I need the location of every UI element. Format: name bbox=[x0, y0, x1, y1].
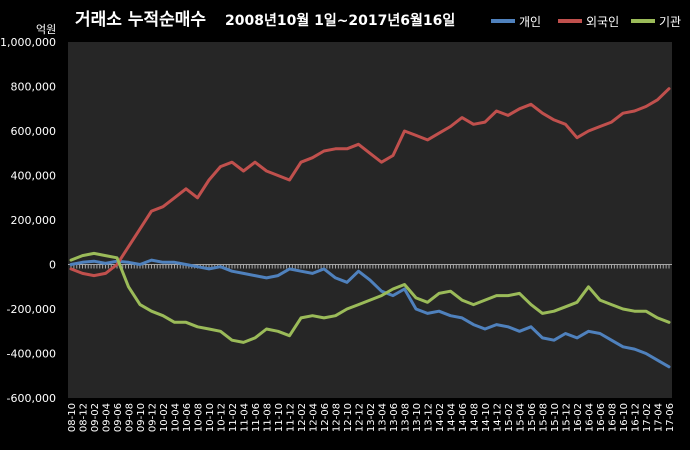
series-line bbox=[69, 258, 671, 369]
x-tick-label: 11-08 bbox=[263, 403, 274, 432]
x-tick-label: 16-08 bbox=[608, 403, 619, 432]
x-tick-label: 16-04 bbox=[585, 403, 596, 432]
x-tick-label: 15-02 bbox=[504, 403, 515, 432]
x-tick-label: 14-12 bbox=[493, 403, 504, 432]
y-axis-unit: 억원 bbox=[36, 23, 56, 36]
x-tick-label: 11-06 bbox=[251, 403, 262, 432]
x-tick-label: 15-12 bbox=[562, 403, 573, 432]
x-tick-label: 16-12 bbox=[631, 403, 642, 432]
x-tick-label: 16-10 bbox=[619, 403, 630, 432]
x-tick-label: 08-10 bbox=[67, 403, 78, 432]
y-tick-label: -400,000 bbox=[7, 348, 56, 361]
chart-title: 거래소 누적순매수 bbox=[75, 10, 206, 30]
x-tick-label: 10-10 bbox=[205, 403, 216, 432]
series-lines bbox=[69, 87, 671, 369]
x-tick-label: 09-04 bbox=[102, 403, 113, 432]
x-tick-label: 16-02 bbox=[573, 403, 584, 432]
y-tick-label: -200,000 bbox=[7, 303, 56, 316]
y-axis-ticks: 1,000,000 800,000 600,000 400,000 200,000 0 -2… bbox=[0, 36, 56, 405]
y-tick-label: 200,000 bbox=[11, 214, 57, 227]
x-tick-label: 10-06 bbox=[182, 403, 193, 432]
plot-area bbox=[68, 42, 672, 398]
x-tick-label: 14-04 bbox=[447, 403, 458, 432]
x-tick-label: 15-08 bbox=[539, 403, 550, 432]
y-tick-label: 800,000 bbox=[11, 81, 57, 94]
x-tick-label: 16-06 bbox=[596, 403, 607, 432]
x-tick-label: 13-02 bbox=[366, 403, 377, 432]
x-tick-label: 09-08 bbox=[125, 403, 136, 432]
x-axis bbox=[68, 264, 672, 269]
x-axis-ticks: 08-10 08-12 09-02 09-04 09-06 09-08 09-10 09-12… bbox=[67, 403, 676, 432]
legend: 개인 외국인 기관 bbox=[491, 15, 681, 29]
x-tick-label: 12-12 bbox=[355, 403, 366, 432]
x-tick-label: 14-02 bbox=[435, 403, 446, 432]
x-tick-label: 15-04 bbox=[516, 403, 527, 432]
x-tick-label: 12-10 bbox=[343, 403, 354, 432]
x-tick-label: 13-08 bbox=[401, 403, 412, 432]
x-tick-label: 15-06 bbox=[527, 403, 538, 432]
x-tick-label: 08-12 bbox=[79, 403, 90, 432]
y-tick-label: -600,000 bbox=[7, 392, 56, 405]
x-tick-label: 17-02 bbox=[642, 403, 653, 432]
x-tick-label: 17-04 bbox=[654, 403, 665, 432]
x-tick-label: 10-08 bbox=[194, 403, 205, 432]
x-tick-label: 13-04 bbox=[378, 403, 389, 432]
x-tick-label: 09-12 bbox=[148, 403, 159, 432]
y-tick-label: 1,000,000 bbox=[0, 36, 56, 49]
x-tick-label: 13-10 bbox=[412, 403, 423, 432]
x-tick-label: 09-06 bbox=[113, 403, 124, 432]
x-tick-label: 11-02 bbox=[228, 403, 239, 432]
y-tick-label: 600,000 bbox=[11, 125, 57, 138]
x-tick-label: 17-06 bbox=[665, 403, 676, 432]
x-tick-label: 09-02 bbox=[90, 403, 101, 432]
x-tick-label: 10-04 bbox=[171, 403, 182, 432]
legend-label: 기관 bbox=[659, 15, 681, 29]
x-tick-label: 09-10 bbox=[136, 403, 147, 432]
x-tick-label: 11-04 bbox=[240, 403, 251, 432]
series-line bbox=[69, 87, 671, 278]
x-tick-label: 12-06 bbox=[320, 403, 331, 432]
x-tick-label: 10-12 bbox=[217, 403, 228, 432]
y-tick-label: 400,000 bbox=[11, 170, 57, 183]
x-tick-label: 15-10 bbox=[550, 403, 561, 432]
x-tick-label: 14-06 bbox=[458, 403, 469, 432]
chart-subtitle: 2008년10월 1일~2017년6월16일 bbox=[225, 12, 455, 29]
x-tick-label: 12-08 bbox=[332, 403, 343, 432]
x-tick-label: 11-12 bbox=[286, 403, 297, 432]
legend-label: 개인 bbox=[519, 15, 541, 29]
x-tick-label: 12-04 bbox=[309, 403, 320, 432]
x-tick-label: 13-06 bbox=[389, 403, 400, 432]
legend-label: 외국인 bbox=[586, 15, 619, 29]
x-tick-label: 10-02 bbox=[159, 403, 170, 432]
x-tick-label: 11-10 bbox=[274, 403, 285, 432]
x-tick-label: 12-02 bbox=[297, 403, 308, 432]
x-tick-label: 14-10 bbox=[481, 403, 492, 432]
x-tick-label: 14-08 bbox=[470, 403, 481, 432]
x-tick-label: 13-12 bbox=[424, 403, 435, 432]
series-line bbox=[69, 251, 671, 344]
y-tick-label: 0 bbox=[49, 259, 56, 272]
